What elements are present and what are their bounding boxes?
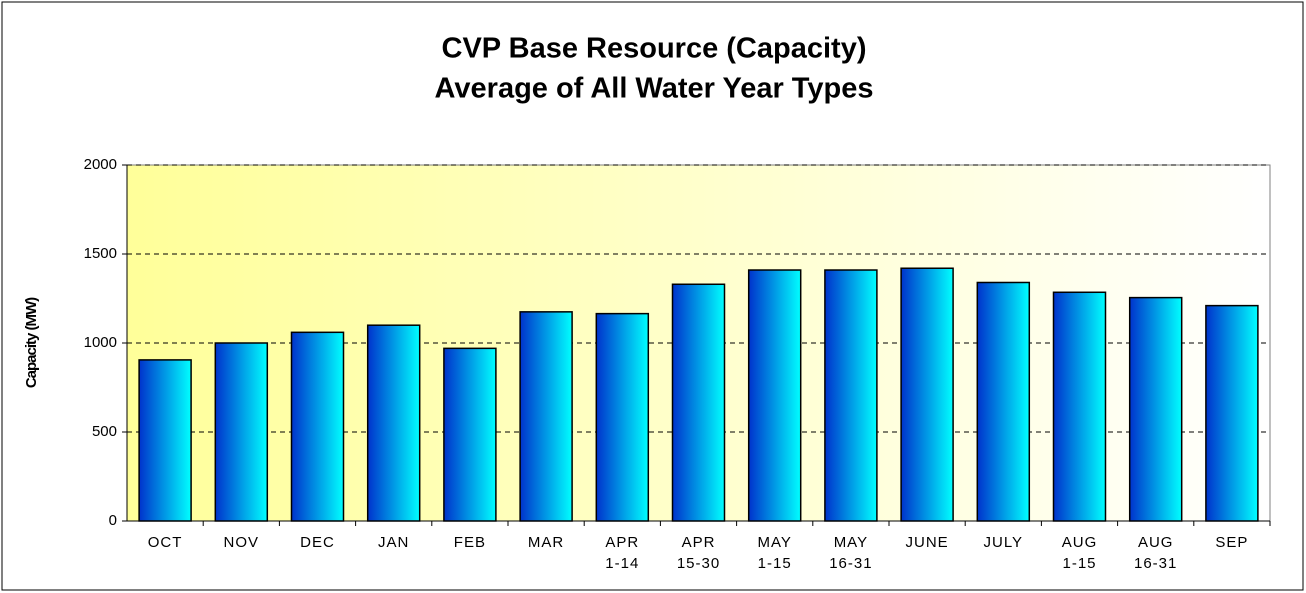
- x-tick-label: MAY: [834, 534, 868, 551]
- bar: [1052, 291, 1107, 522]
- x-tick-label: JAN: [378, 534, 409, 551]
- y-tick-label: 2000: [84, 156, 117, 173]
- x-tick-label: DEC: [300, 534, 335, 551]
- x-tick-label: APR: [605, 534, 639, 551]
- bar: [900, 267, 954, 522]
- x-tick-label: 16-31: [829, 555, 872, 572]
- bar: [671, 283, 726, 522]
- x-tick-label: MAY: [757, 534, 791, 551]
- y-tick-label: 1000: [84, 334, 117, 351]
- x-tick-label: MAR: [528, 534, 564, 551]
- bar: [366, 324, 421, 522]
- x-tick-label: OCT: [148, 534, 183, 551]
- y-axis-label: Capacity (MW): [23, 297, 40, 388]
- bar: [1128, 296, 1183, 522]
- x-tick-label: APR: [682, 534, 716, 551]
- x-tick-label: 15-30: [677, 555, 720, 572]
- y-tick-label: 0: [109, 512, 117, 529]
- bar: [595, 312, 650, 522]
- x-tick-label: 1-14: [605, 555, 639, 572]
- y-tick-label: 1500: [84, 245, 117, 262]
- x-tick-label: 1-15: [758, 555, 792, 572]
- bar: [747, 269, 802, 522]
- bar: [290, 331, 345, 522]
- bar: [214, 342, 269, 522]
- x-tick-label: 16-31: [1134, 555, 1177, 572]
- x-tick-label: AUG: [1062, 534, 1098, 551]
- x-tick-label: NOV: [224, 534, 260, 551]
- y-tick-label: 500: [92, 423, 117, 440]
- x-tick-label: JULY: [984, 534, 1024, 551]
- x-tick-label: FEB: [454, 534, 486, 551]
- bar: [1205, 304, 1259, 522]
- bar: [443, 347, 497, 522]
- bar: [976, 281, 1031, 522]
- chart-title: CVP Base Resource (Capacity): [442, 33, 867, 65]
- x-tick-label: JUNE: [906, 534, 949, 551]
- x-tick-label: AUG: [1138, 534, 1174, 551]
- bar: [519, 311, 573, 522]
- x-tick-label: 1-15: [1062, 555, 1096, 572]
- chart-title: Average of All Water Year Types: [435, 73, 874, 105]
- x-tick-label: SEP: [1215, 534, 1248, 551]
- bar: [824, 269, 878, 522]
- bar: [138, 359, 192, 522]
